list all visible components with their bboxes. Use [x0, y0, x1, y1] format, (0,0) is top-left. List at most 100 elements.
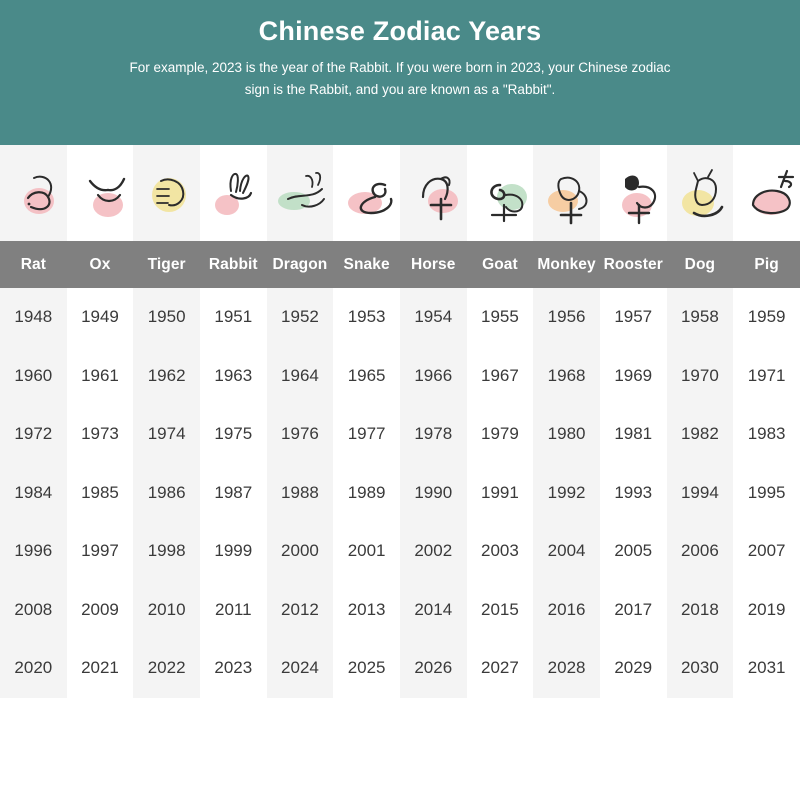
- zodiac-icon-cell-rat: [0, 145, 67, 241]
- zodiac-icon-cell-snake: [333, 145, 400, 241]
- year-cell: 1950: [133, 288, 200, 347]
- zodiac-pig-icon: [735, 153, 799, 233]
- year-cell: 1981: [599, 405, 667, 464]
- year-cell: 1987: [199, 463, 267, 522]
- year-cell: 1976: [266, 405, 334, 464]
- year-cell: 1993: [599, 463, 667, 522]
- year-cell: 1965: [333, 346, 400, 405]
- zodiac-years-table: Rat Ox Tiger Rabbit Dragon Snake Horse Goat Monk…: [0, 145, 800, 698]
- year-cell: 1951: [199, 288, 267, 347]
- zodiac-icon-cell-ox: [66, 145, 134, 241]
- zodiac-tiger-icon: [135, 153, 199, 233]
- zodiac-rabbit-icon: [201, 153, 265, 233]
- page-subtitle: For example, 2023 is the year of the Rab…: [129, 60, 671, 97]
- year-cell: 1977: [333, 405, 400, 464]
- year-cell: 2028: [533, 639, 600, 698]
- year-cell: 1978: [399, 405, 467, 464]
- zodiac-name-header-rooster: Rooster: [599, 241, 667, 288]
- year-cell: 2001: [333, 522, 400, 581]
- year-cell: 2018: [666, 580, 734, 639]
- zodiac-dog-icon: [668, 153, 732, 233]
- year-cell: 1996: [0, 522, 67, 581]
- year-cell: 2008: [0, 580, 67, 639]
- year-cell: 1973: [66, 405, 134, 464]
- year-cell: 1957: [599, 288, 667, 347]
- table-row: 1972 1973 1974 1975 1976 1977 1978 1979 1980 1981…: [0, 405, 800, 464]
- year-cell: 2000: [266, 522, 334, 581]
- year-cell: 1979: [466, 405, 534, 464]
- year-cell: 2015: [466, 580, 534, 639]
- year-cell: 2013: [333, 580, 400, 639]
- year-cell: 1963: [199, 346, 267, 405]
- year-cell: 1960: [0, 346, 67, 405]
- year-cell: 1952: [266, 288, 334, 347]
- year-cell: 2012: [266, 580, 334, 639]
- zodiac-snake-icon: [335, 153, 399, 233]
- zodiac-name-header-tiger: Tiger: [133, 241, 200, 288]
- zodiac-name-header-horse: Horse: [399, 241, 467, 288]
- year-cell: 2021: [66, 639, 134, 698]
- year-cell: 1985: [66, 463, 134, 522]
- zodiac-rooster-icon: [601, 153, 665, 233]
- zodiac-name-header-dragon: Dragon: [266, 241, 334, 288]
- year-cell: 2027: [466, 639, 534, 698]
- year-cell: 1969: [599, 346, 667, 405]
- year-cell: 1956: [533, 288, 600, 347]
- year-cell: 1964: [266, 346, 334, 405]
- zodiac-icon-cell-goat: [466, 145, 534, 241]
- year-cell: 2020: [0, 639, 67, 698]
- page-banner: Chinese Zodiac Years For example, 2023 i…: [0, 0, 800, 145]
- year-cell: 1971: [733, 346, 800, 405]
- year-cell: 2003: [466, 522, 534, 581]
- zodiac-name-header-pig: Pig: [733, 241, 800, 288]
- zodiac-name-header-row: Rat Ox Tiger Rabbit Dragon Snake Horse Goat Monk…: [0, 241, 800, 288]
- year-cell: 1994: [666, 463, 734, 522]
- year-cell: 1962: [133, 346, 200, 405]
- zodiac-name-header-rabbit: Rabbit: [199, 241, 267, 288]
- year-cell: 2011: [199, 580, 267, 639]
- zodiac-icon-cell-tiger: [133, 145, 200, 241]
- zodiac-name-header-ox: Ox: [66, 241, 134, 288]
- year-cell: 2024: [266, 639, 334, 698]
- year-cell: 1984: [0, 463, 67, 522]
- table-row: 1996 1997 1998 1999 2000 2001 2002 2003 2004 2005…: [0, 522, 800, 581]
- year-cell: 2023: [199, 639, 267, 698]
- year-cell: 1992: [533, 463, 600, 522]
- year-cell: 2031: [733, 639, 800, 698]
- year-cell: 1975: [199, 405, 267, 464]
- year-cell: 2022: [133, 639, 200, 698]
- zodiac-icon-cell-rooster: [599, 145, 667, 241]
- zodiac-name-header-dog: Dog: [666, 241, 734, 288]
- year-cell: 1967: [466, 346, 534, 405]
- year-cell: 1966: [399, 346, 467, 405]
- year-cell: 2016: [533, 580, 600, 639]
- zodiac-goat-icon: [468, 153, 532, 233]
- year-cell: 1970: [666, 346, 734, 405]
- zodiac-icon-cell-rabbit: [199, 145, 267, 241]
- year-cell: 2025: [333, 639, 400, 698]
- zodiac-icon-row: [0, 145, 800, 241]
- zodiac-icon-cell-dog: [666, 145, 734, 241]
- year-cell: 2030: [666, 639, 734, 698]
- year-cell: 1997: [66, 522, 134, 581]
- year-cell: 1961: [66, 346, 134, 405]
- year-cell: 1991: [466, 463, 534, 522]
- zodiac-monkey-icon: [535, 153, 599, 233]
- year-cell: 1988: [266, 463, 334, 522]
- year-cell: 1983: [733, 405, 800, 464]
- zodiac-name-header-rat: Rat: [0, 241, 67, 288]
- table-row: 1948 1949 1950 1951 1952 1953 1954 1955 1956 1957…: [0, 288, 800, 347]
- year-cell: 1998: [133, 522, 200, 581]
- year-cell: 2006: [666, 522, 734, 581]
- year-cell: 2019: [733, 580, 800, 639]
- year-cell: 2009: [66, 580, 134, 639]
- year-cell: 1980: [533, 405, 600, 464]
- year-cell: 1990: [399, 463, 467, 522]
- zodiac-name-header-snake: Snake: [333, 241, 400, 288]
- year-cell: 1949: [66, 288, 134, 347]
- zodiac-horse-icon: [401, 153, 465, 233]
- table-row: 1984 1985 1986 1987 1988 1989 1990 1991 1992 1993…: [0, 463, 800, 522]
- year-cell: 1954: [399, 288, 467, 347]
- year-cell: 2014: [399, 580, 467, 639]
